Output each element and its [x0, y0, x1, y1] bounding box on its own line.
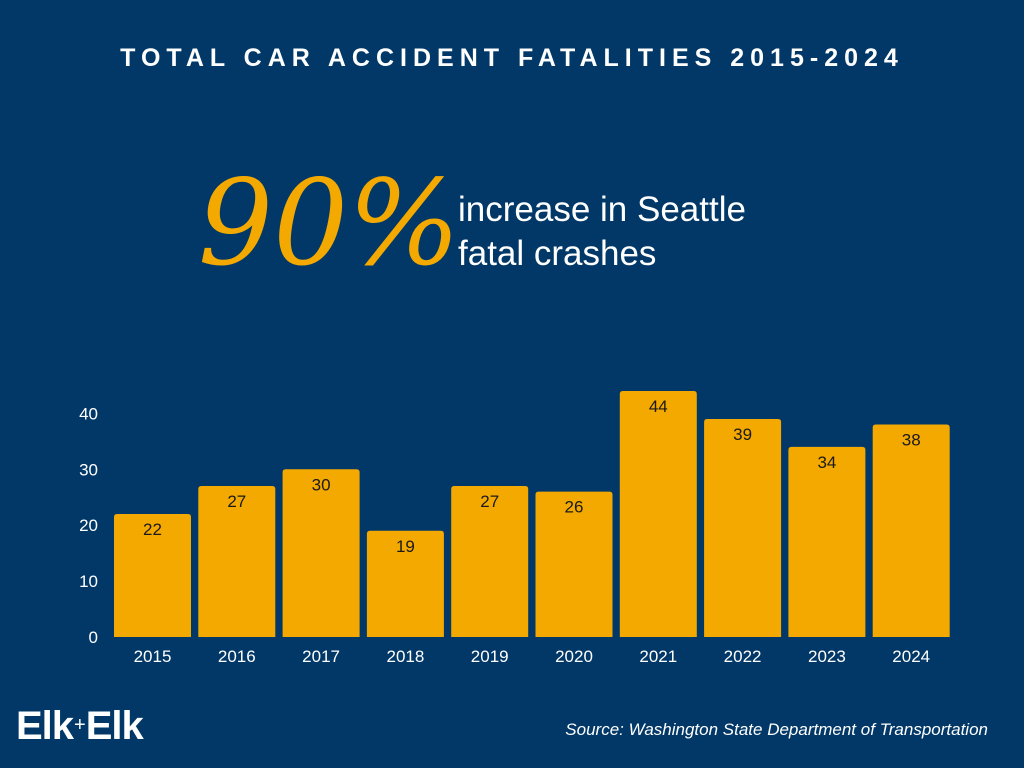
highlight-line-2: fatal crashes [458, 234, 657, 273]
highlight-line-1: increase in Seattle [458, 190, 746, 229]
bar [704, 418, 782, 637]
y-tick-label: 10 [79, 572, 98, 591]
x-tick-label: 2015 [134, 647, 172, 666]
x-tick-label: 2016 [218, 647, 256, 666]
bar-value-label: 19 [396, 537, 415, 556]
highlight-percentage: 90% [198, 154, 461, 292]
bar [451, 486, 529, 637]
bar [114, 514, 191, 637]
x-tick-label: 2019 [471, 647, 509, 666]
bar [282, 469, 360, 637]
bar-value-label: 34 [817, 453, 836, 472]
x-tick-label: 2021 [639, 647, 677, 666]
y-tick-label: 30 [79, 460, 98, 479]
logo-word-right: Elk [85, 704, 144, 748]
source-citation: Source: Washington State Department of T… [565, 720, 988, 739]
x-tick-label: 2024 [892, 647, 930, 666]
bar-value-label: 27 [227, 492, 246, 511]
bar [788, 446, 866, 637]
x-tick-label: 2020 [555, 647, 593, 666]
chart-title: TOTAL CAR ACCIDENT FATALITIES 2015-2024 [120, 44, 904, 72]
bar-value-label: 38 [902, 431, 921, 450]
x-tick-label: 2018 [386, 647, 424, 666]
bar-value-label: 27 [480, 492, 499, 511]
x-tick-label: 2022 [724, 647, 762, 666]
bar-value-label: 44 [649, 397, 668, 416]
highlight-description: increase in Seattle fatal crashes [458, 188, 746, 276]
x-tick-label: 2023 [808, 647, 846, 666]
bar [872, 424, 950, 637]
y-tick-label: 20 [79, 516, 98, 535]
bar-chart: 0 10 20 30 40 22 2015 27 2016 30 2017 19 2018 27 2019 2… [79, 391, 950, 666]
bar-value-label: 26 [565, 498, 584, 517]
bar [619, 391, 697, 637]
y-tick-label: 0 [89, 628, 98, 647]
logo-plus: + [74, 714, 86, 736]
elk-elk-logo: Elk+Elk [16, 702, 144, 749]
logo-word-left: Elk [16, 704, 74, 748]
bar-value-label: 30 [312, 475, 331, 494]
bar [535, 491, 613, 637]
y-tick-label: 40 [79, 404, 98, 423]
bar-value-label: 22 [143, 520, 162, 539]
bar-value-label: 39 [733, 425, 752, 444]
bar [366, 530, 444, 637]
bar [198, 486, 276, 637]
x-tick-label: 2017 [302, 647, 340, 666]
